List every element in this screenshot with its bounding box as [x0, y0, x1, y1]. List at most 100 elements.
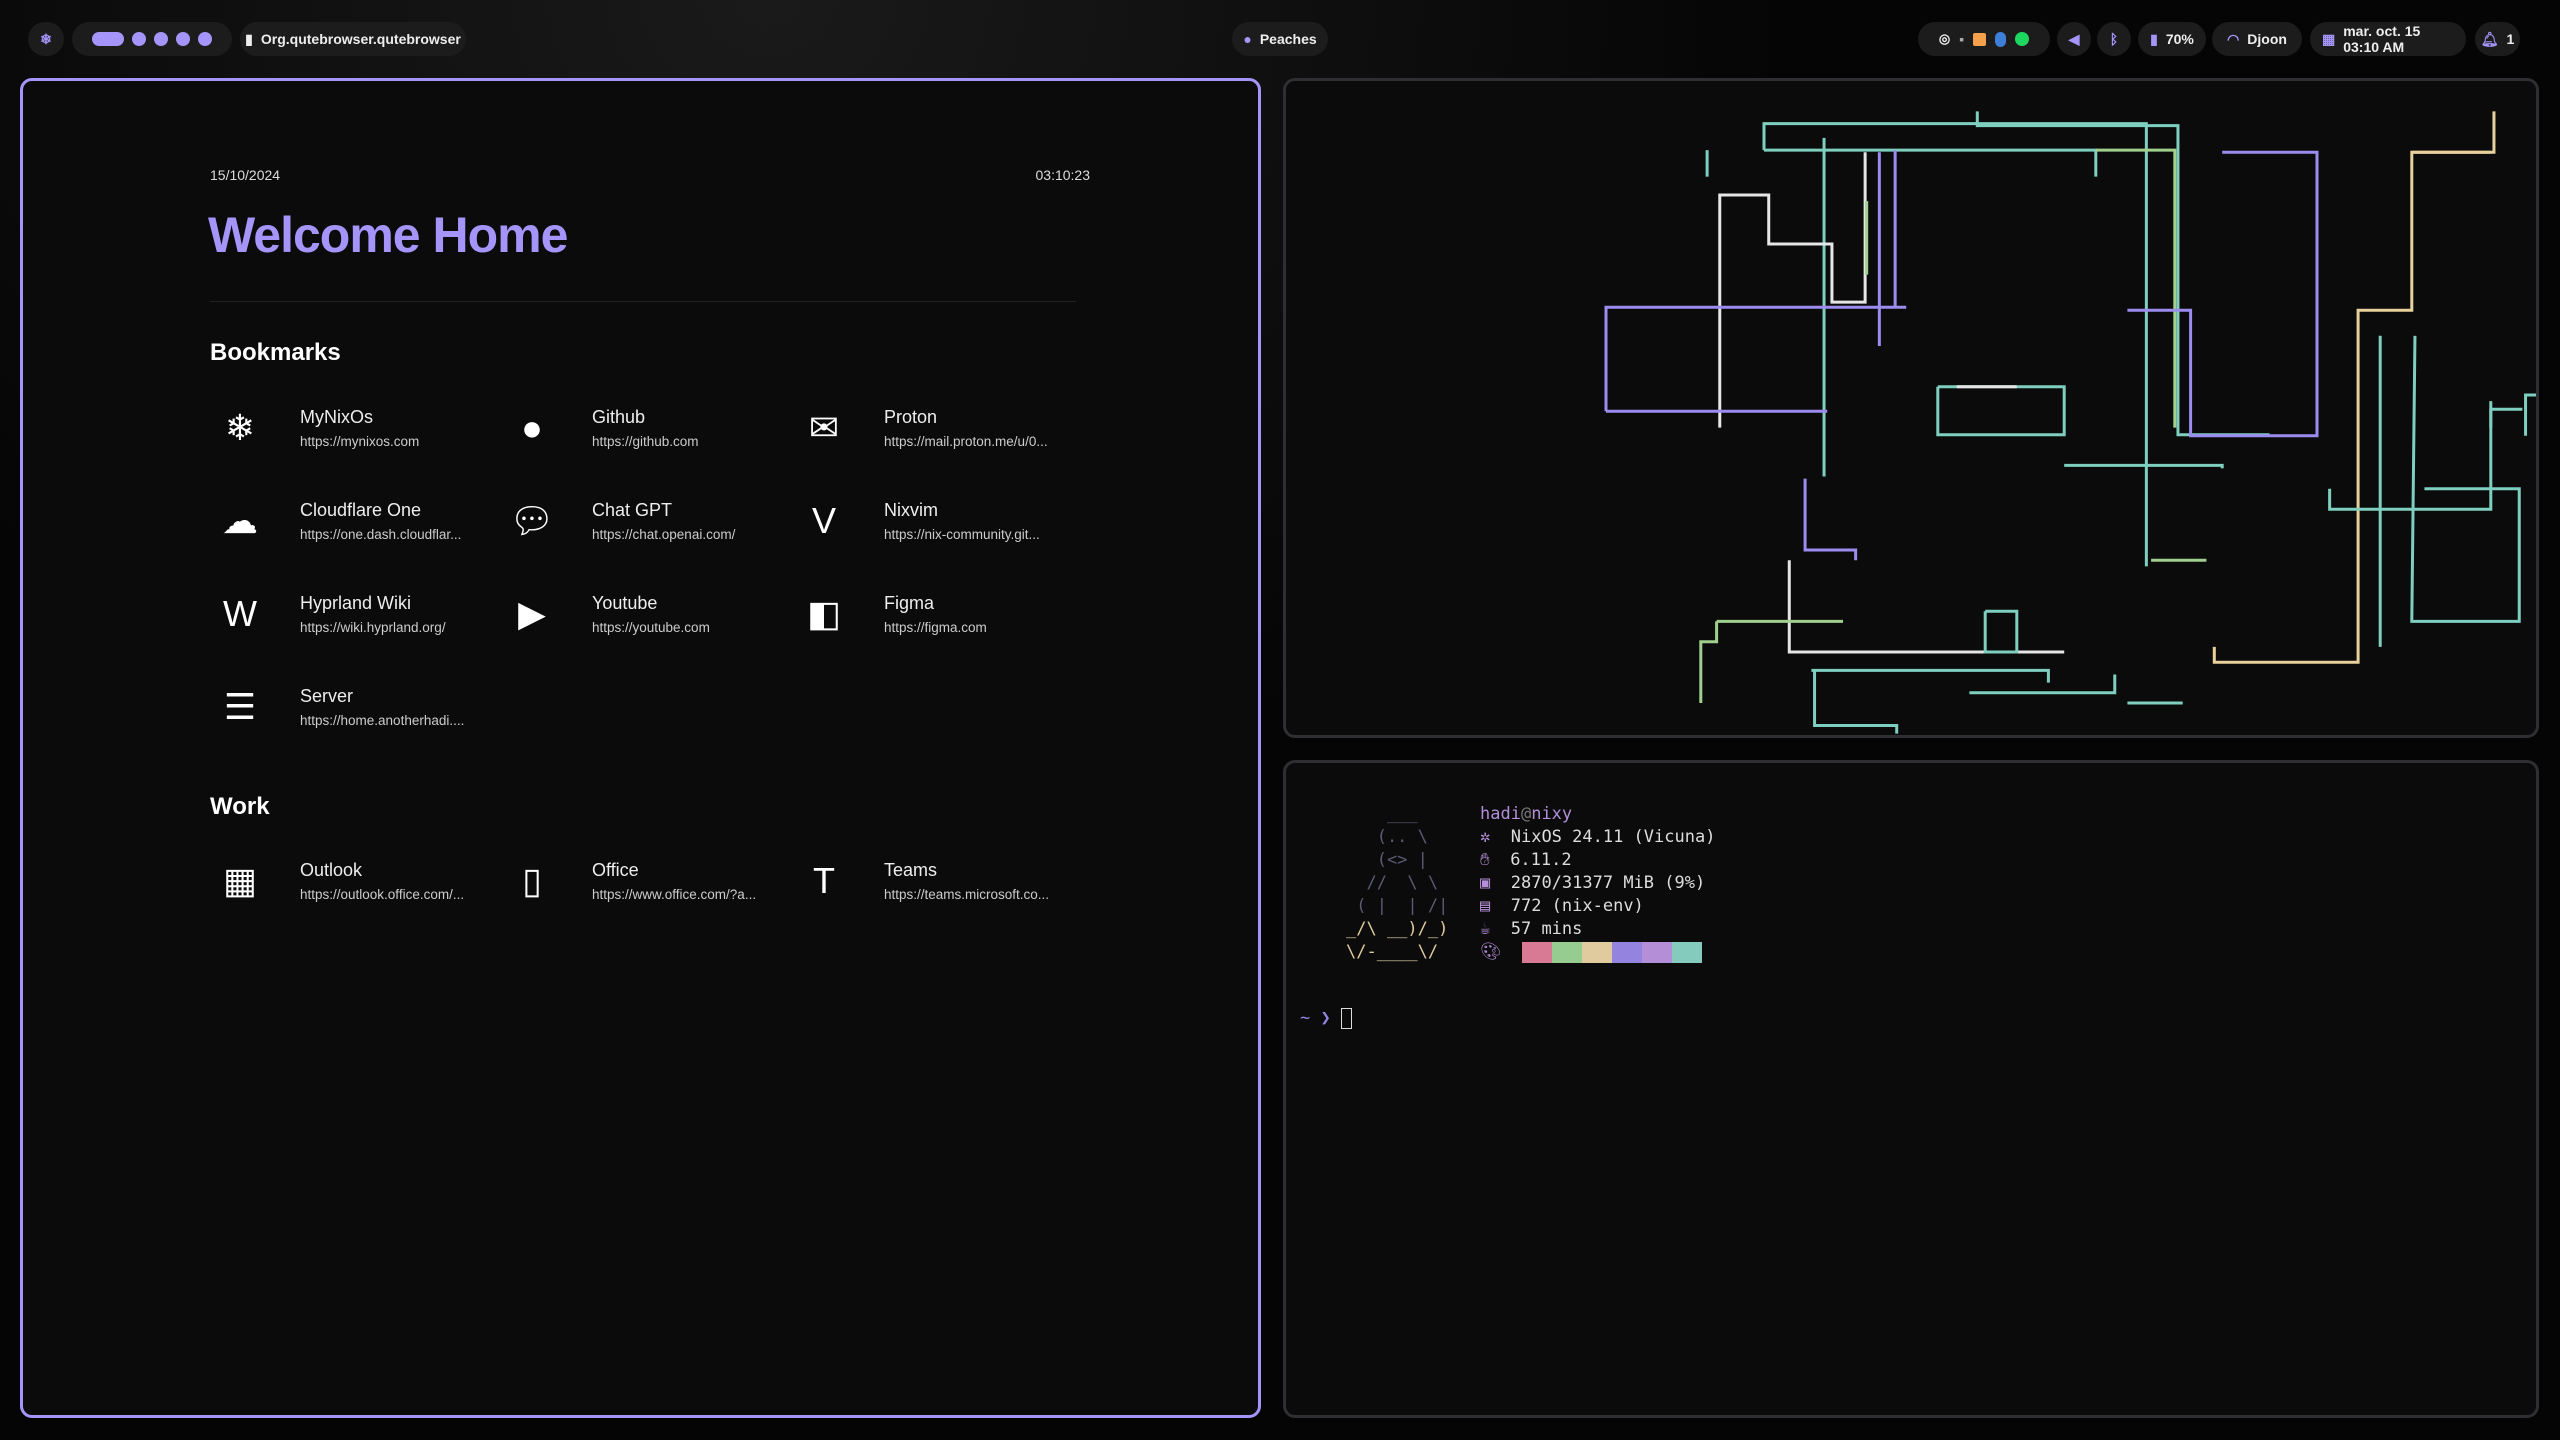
bluetooth-icon[interactable] [1995, 31, 2007, 47]
wifi-button[interactable]: ◠ Djoon [2212, 22, 2302, 56]
palette-line: 🎨︎ [1480, 941, 1703, 964]
app-icon[interactable]: ▪ [1959, 31, 1965, 47]
bookmark-name: Proton [884, 407, 938, 427]
workspace-4[interactable] [176, 32, 190, 46]
workspace-2[interactable] [132, 32, 146, 46]
window-icon: ▮ [245, 30, 253, 47]
clock[interactable]: ▦ mar. oct. 15 03:10 AM [2310, 22, 2466, 56]
pipe-segment [2524, 393, 2536, 436]
bookmark-name: Cloudflare One [300, 500, 422, 520]
pipe-segment [1762, 122, 2148, 567]
bookmark-hyprland-wiki[interactable]: W Hyprland Wiki https://wiki.hyprland.org/ [190, 584, 480, 644]
bookmark-name: Office [592, 860, 639, 880]
bluetooth-button[interactable]: ᛒ [2097, 22, 2131, 56]
pipe-segment [1803, 478, 1858, 561]
os: NixOS 24.11 (Vicuna) [1510, 827, 1716, 847]
color-swatch [1522, 941, 1553, 963]
color-palette [1522, 941, 1703, 963]
battery-indicator: ▮ 70% [2138, 22, 2206, 56]
bookmark-outlook[interactable]: ▦ Outlook https://outlook.office.com/... [190, 851, 480, 911]
chat-icon: 💬︎ [509, 500, 555, 541]
datetime: mar. oct. 15 03:10 AM [2343, 23, 2421, 55]
pipe-segment [2212, 111, 2496, 664]
color-swatch [1642, 941, 1673, 963]
spotify-icon[interactable] [2015, 32, 2030, 46]
bookmark-chat-gpt[interactable]: 💬︎ Chat GPT https://chat.openai.com/ [482, 491, 772, 551]
bookmark-name: Figma [884, 593, 935, 613]
notifications-button[interactable]: 🔔︎ 1 [2475, 22, 2520, 56]
date: 15/10/2024 [210, 167, 281, 183]
window-title: ▮ Org.qutebrowser.qutebrowser [240, 22, 466, 56]
drive-icon[interactable] [1973, 32, 1987, 46]
prompt-line[interactable]: ~ ❯ [1300, 1007, 1352, 1030]
server-icon: ☰ [223, 686, 257, 727]
mail-icon: ✉ [808, 407, 840, 448]
bookmark-url: https://github.com [592, 434, 699, 449]
terminal-window[interactable]: ___ (.. \ (<> | // \ \ ( | | /| _/\ __)/_… [1283, 760, 2539, 1418]
cloud-icon: ☁ [222, 500, 258, 541]
color-swatch [1672, 941, 1703, 963]
bookmark-proton[interactable]: ✉ Proton https://mail.proton.me/u/0... [774, 398, 1064, 458]
divider [210, 301, 1076, 302]
youtube-icon: ▶ [518, 593, 546, 634]
palette-icon: 🎨︎ [1480, 942, 1502, 962]
uptime: 57 mins [1510, 919, 1583, 939]
launcher-button[interactable]: ❄ [28, 22, 64, 56]
memory: 2870/31377 MiB (9%) [1510, 873, 1706, 893]
bookmark-nixvim[interactable]: V Nixvim https://nix-community.git... [774, 491, 1064, 551]
ascii-art-line: _/\ __)/_) [1346, 919, 1449, 939]
bookmark-office[interactable]: ▯ Office https://www.office.com/?a... [482, 851, 772, 911]
bookmark-cloudflare-one[interactable]: ☁ Cloudflare One https://one.dash.cloudfla… [190, 491, 480, 551]
bookmark-name: Hyprland Wiki [300, 593, 412, 613]
pipe-segment [1969, 674, 2117, 695]
office-icon: ▯ [522, 860, 542, 901]
figma-icon: ◧ [806, 593, 841, 634]
bookmark-name: Youtube [592, 593, 658, 613]
media-title: Peaches [1259, 31, 1317, 47]
pipe-segment [1811, 668, 2050, 683]
wikipedia-icon: W [223, 593, 257, 634]
bookmark-mynixos[interactable]: ❄ MyNixOs https://mynixos.com [190, 398, 480, 458]
disc-icon[interactable]: ◎ [1938, 31, 1951, 46]
bookmarks-heading: Bookmarks [210, 339, 341, 366]
bluetooth-icon: ᛒ [2109, 31, 2119, 47]
media-player[interactable]: ● Peaches [1232, 22, 1328, 56]
wifi-name: Djoon [2247, 31, 2287, 47]
pipe-segment [2410, 335, 2521, 623]
bookmark-figma[interactable]: ◧ Figma https://figma.com [774, 584, 1064, 644]
bookmark-github[interactable]: ● Github https://github.com [482, 398, 772, 458]
color-swatch [1582, 941, 1613, 963]
volume-icon: ◀ [2068, 30, 2080, 47]
color-swatch [1612, 941, 1643, 963]
bookmark-server[interactable]: ☰ Server https://home.anotherhadi.... [190, 677, 480, 737]
user: hadi [1480, 804, 1521, 824]
ascii-art-line: // \ \ [1346, 873, 1439, 893]
ascii-art-line: \/-____\/ [1346, 942, 1439, 962]
github-icon: ● [521, 407, 543, 448]
workspace-1[interactable] [92, 32, 124, 46]
packages: 772 (nix-env) [1510, 896, 1644, 916]
cursor [1340, 1007, 1352, 1029]
ascii-art-line: ( | | /| [1346, 896, 1449, 916]
ascii-art-line: ___ [1346, 804, 1418, 824]
os-line: ✲ NixOS 24.11 (Vicuna) [1480, 826, 1715, 849]
workspace-5[interactable] [198, 32, 212, 46]
calendar-icon: ▦ [2322, 30, 2336, 47]
color-swatch [1552, 941, 1583, 963]
bookmark-teams[interactable]: T Teams https://teams.microsoft.co... [774, 851, 1064, 911]
kernel-line: ✋︎ 6.11.2 [1480, 849, 1572, 872]
pipe-segment [2127, 150, 2319, 438]
bookmark-name: Teams [884, 860, 938, 880]
ascii-art-line: (<> | [1346, 850, 1428, 870]
bookmark-youtube[interactable]: ▶ Youtube https://youtube.com [482, 584, 772, 644]
bookmark-url: https://one.dash.cloudflar... [300, 527, 462, 542]
workspace-3[interactable] [154, 32, 168, 46]
pipe-segment [1983, 609, 2019, 654]
prompt: ~ ❯ [1300, 1008, 1331, 1028]
pipe-segment [2064, 463, 2224, 469]
time: 03:10:23 [1035, 167, 1091, 183]
spotify-icon: ● [1243, 31, 1252, 47]
bookmark-url: https://teams.microsoft.co... [884, 887, 1050, 902]
volume-button[interactable]: ◀ [2057, 22, 2091, 56]
pipe-segment [1699, 621, 1719, 703]
